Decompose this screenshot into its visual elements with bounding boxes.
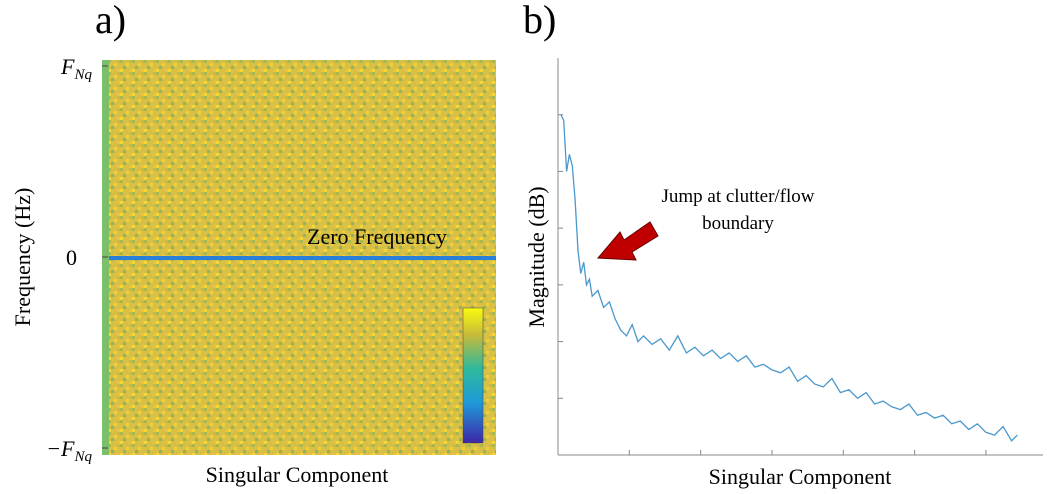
arrow: [596, 221, 659, 261]
annotation: Zero Frequency: [307, 224, 447, 249]
data-line: [560, 114, 1018, 442]
y-axis-label: Magnitude (dB): [524, 186, 549, 327]
annotation: boundary: [702, 213, 774, 234]
tick-text: −F: [46, 436, 75, 461]
y-tick-label: 0: [66, 245, 77, 270]
tick-subscript: Nq: [73, 449, 92, 465]
annotation: Jump at clutter/flow: [661, 186, 814, 207]
colorbar: [462, 307, 484, 444]
panel-label: b): [523, 0, 556, 42]
y-tick-label: −FNq: [46, 436, 92, 465]
panel-label: a): [95, 0, 126, 42]
tick-text: F: [60, 54, 75, 79]
tick-subscript: Nq: [73, 67, 92, 83]
x-axis-label: Singular Component: [206, 462, 389, 487]
x-axis-label: Singular Component: [709, 464, 892, 489]
y-axis-label: Frequency (Hz): [10, 188, 35, 327]
zero-line: [109, 256, 496, 260]
y-tick-label: FNq: [60, 54, 92, 83]
